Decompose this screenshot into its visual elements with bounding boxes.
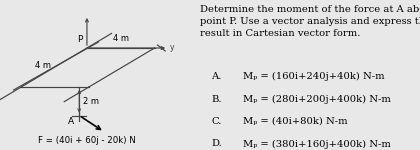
Text: Mₚ = (380i+160j+400k) N-m: Mₚ = (380i+160j+400k) N-m bbox=[243, 140, 391, 149]
Text: 4 m: 4 m bbox=[113, 34, 129, 43]
Text: A.: A. bbox=[211, 72, 222, 81]
Text: Mₚ = (280i+200j+400k) N-m: Mₚ = (280i+200j+400k) N-m bbox=[243, 94, 391, 104]
Text: Mₚ = (40i+80k) N-m: Mₚ = (40i+80k) N-m bbox=[243, 117, 348, 126]
Text: 4 m: 4 m bbox=[34, 61, 50, 70]
Text: Determine the moment of the force at A about
point P. Use a vector analysis and : Determine the moment of the force at A a… bbox=[200, 4, 420, 38]
Text: C.: C. bbox=[211, 117, 222, 126]
Text: F = (40i + 60j - 20k) N: F = (40i + 60j - 20k) N bbox=[38, 136, 136, 145]
Text: D.: D. bbox=[211, 140, 222, 148]
Text: Mₚ = (160i+240j+40k) N-m: Mₚ = (160i+240j+40k) N-m bbox=[243, 72, 385, 81]
Text: 2 m: 2 m bbox=[83, 97, 99, 106]
Text: A: A bbox=[68, 117, 74, 126]
Text: B.: B. bbox=[211, 94, 222, 103]
Text: P: P bbox=[77, 35, 82, 44]
Text: y: y bbox=[170, 44, 175, 52]
